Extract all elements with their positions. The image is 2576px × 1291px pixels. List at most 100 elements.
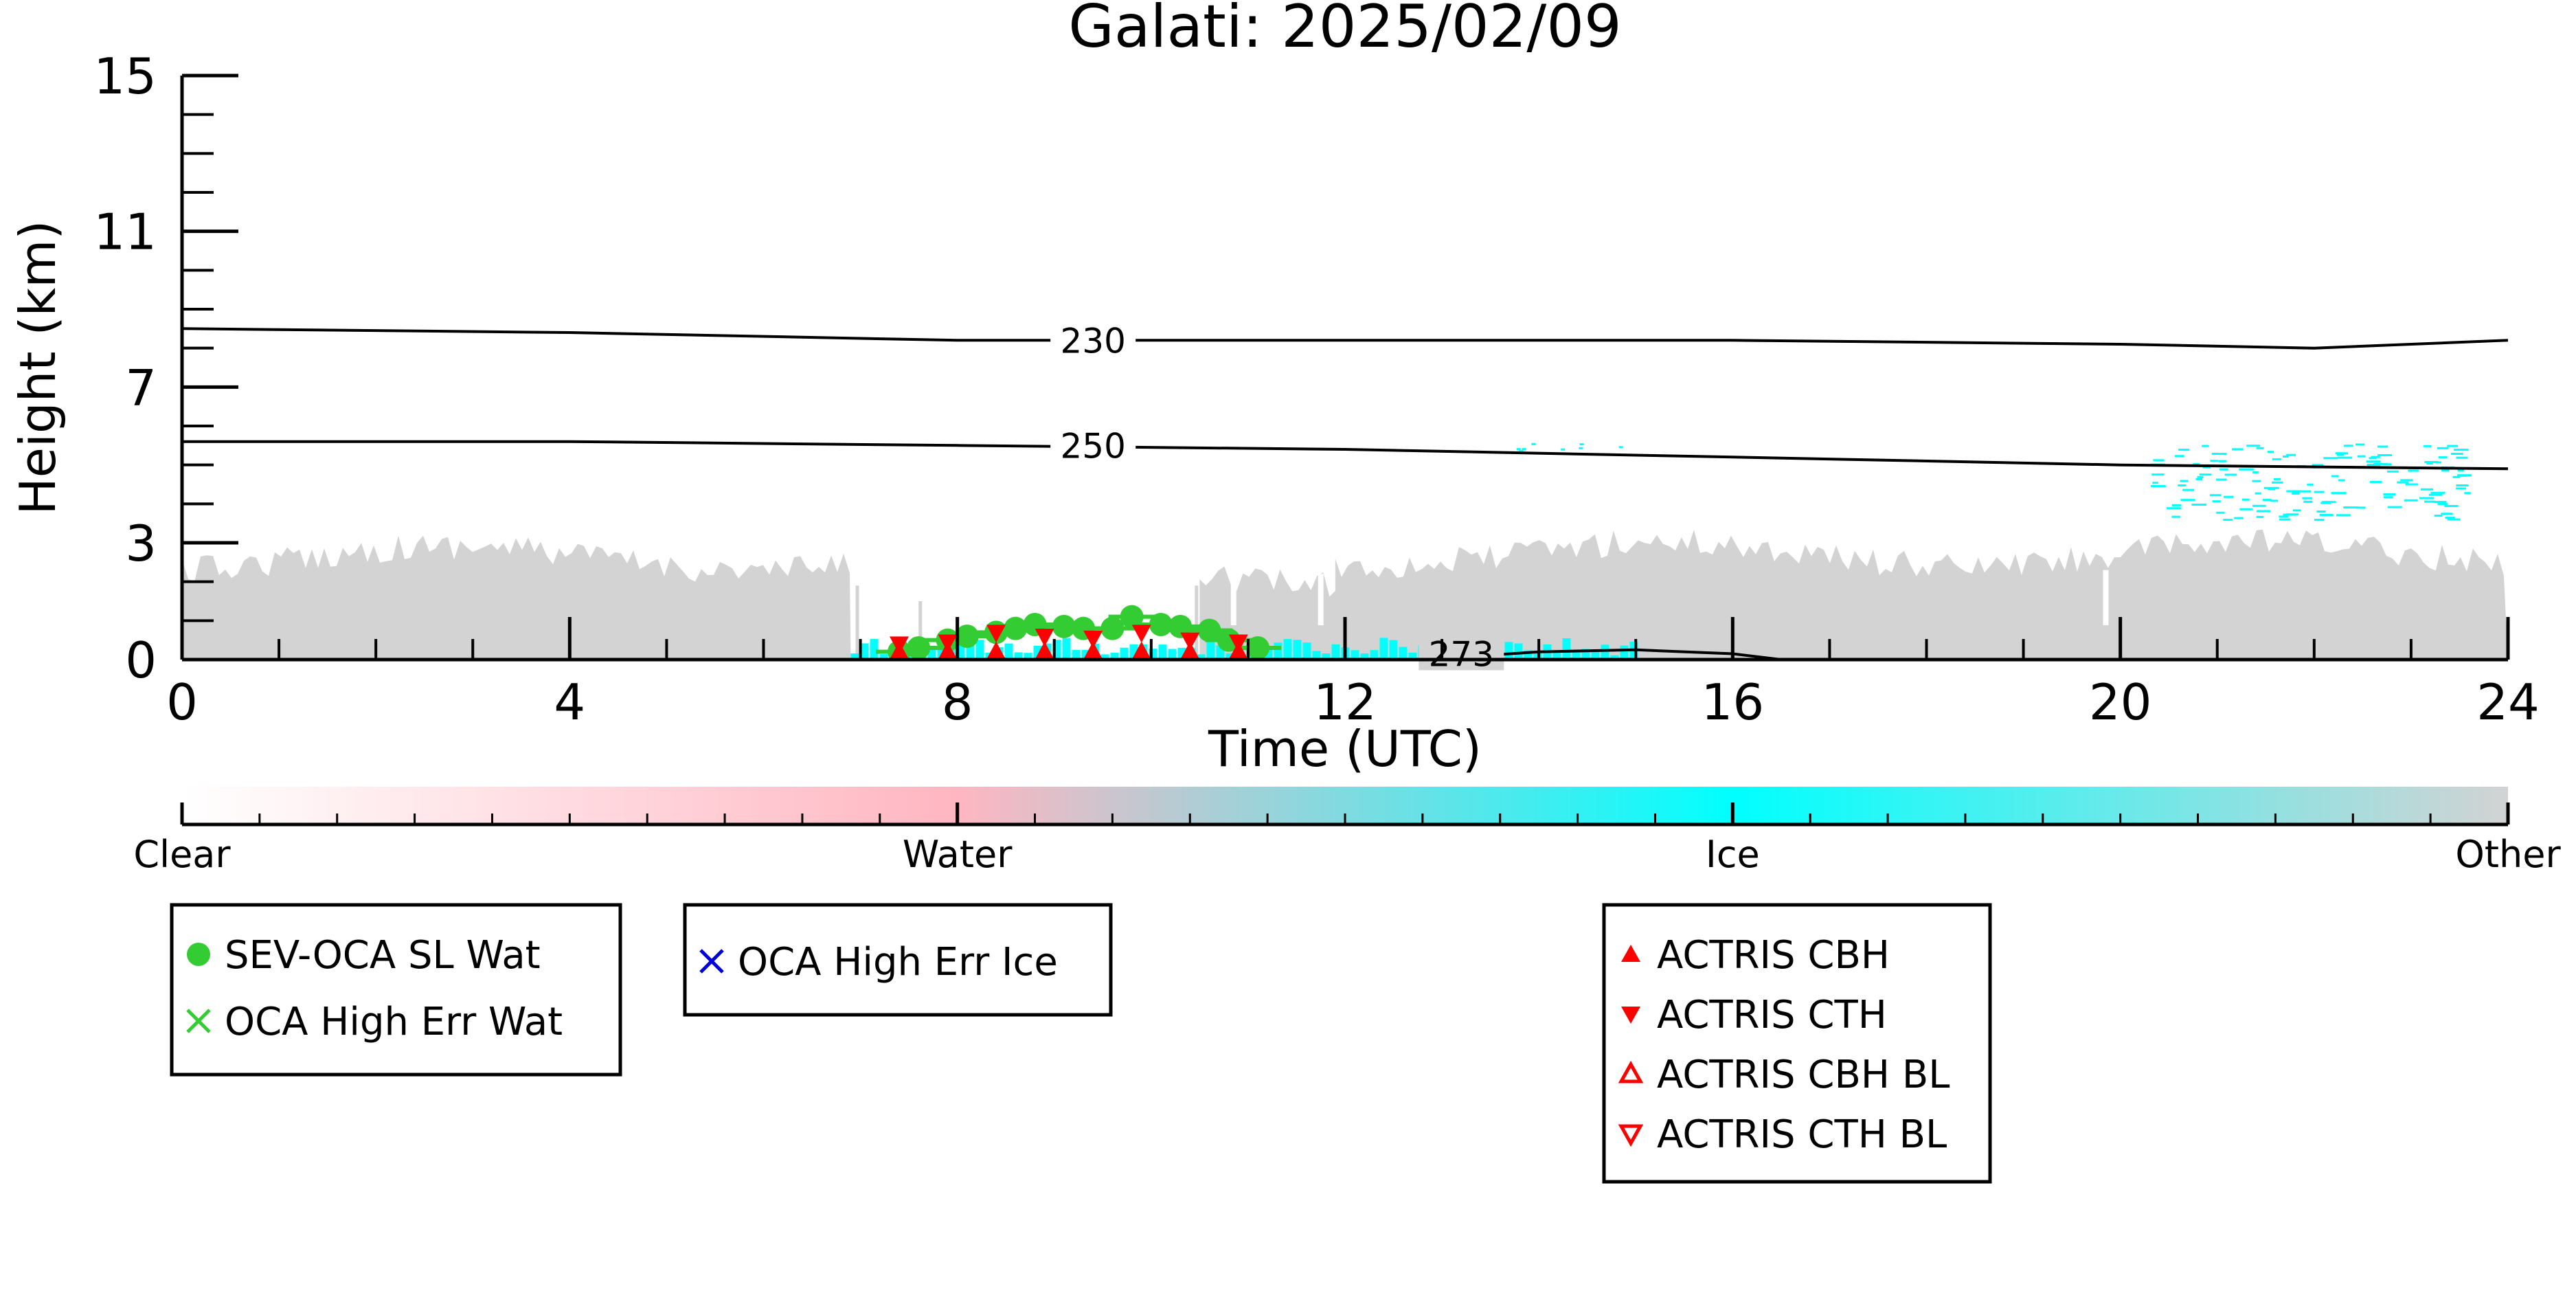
mask-ice-high-1 — [2178, 449, 2189, 451]
y-tick-label: 0 — [125, 631, 157, 689]
colorbar-label-water: Water — [903, 833, 1013, 876]
mask-ice-high-1 — [2424, 445, 2432, 447]
mask-ice-high-1 — [2232, 448, 2244, 451]
point-actris-cth-7 — [1228, 634, 1248, 653]
mask-ice-high-1 — [2383, 493, 2395, 495]
mask-ice-high-1 — [2283, 456, 2289, 458]
mask-ice-high-1 — [2255, 492, 2261, 495]
mask-ice-high-1 — [2464, 492, 2471, 495]
axis-ticks: 0 4 8 12 16 20 24 0 3 7 11 15 — [93, 47, 2539, 731]
mask-ice-high-1 — [2307, 483, 2313, 486]
mask-ice-high-1 — [2338, 479, 2345, 482]
mask-ice-high-1 — [2202, 445, 2208, 447]
mask-ice-low-0 — [1062, 638, 1071, 660]
mask-ice-high-1 — [2302, 497, 2312, 499]
mask-ice-high-1 — [2357, 455, 2366, 458]
mask-ice-low-0 — [1370, 650, 1379, 660]
mask-ice-high-1 — [2256, 447, 2264, 449]
mask-ice-high-1 — [2421, 488, 2433, 491]
legend-label-oca-high-err-ice: OCA High Err Ice — [738, 940, 1058, 985]
mask-ice-speck — [1519, 449, 1524, 452]
colorbar: Clear Water Ice Other — [133, 787, 2561, 876]
mask-ice-high-1 — [2262, 499, 2272, 502]
mask-ice-low-0 — [1004, 643, 1013, 660]
mask-region-other-2 — [1335, 529, 2508, 660]
mask-ice-high-1 — [2246, 445, 2261, 447]
mask-ice-high-1 — [2457, 469, 2464, 472]
mask-ice-high-1 — [2286, 490, 2301, 493]
mask-ice-high-1 — [2303, 500, 2313, 503]
mask-ice-low-0 — [1351, 650, 1359, 660]
mask-ice-high-1 — [2270, 499, 2279, 502]
mask-ice-low-0 — [1225, 653, 1234, 660]
mask-ice-high-1 — [2286, 453, 2296, 456]
mask-ice-high-1 — [2239, 508, 2252, 510]
mask-ice-high-1 — [2211, 453, 2227, 456]
mask-ice-high-1 — [2369, 457, 2377, 460]
mask-ice-high-1 — [2344, 445, 2353, 447]
mask-ice-high-1 — [2273, 478, 2281, 480]
mask-ice-high-1 — [2377, 454, 2392, 456]
mask-ice-low-0 — [1120, 647, 1129, 660]
mask-ice-high-1 — [2283, 513, 2296, 516]
mask-ice-high-1 — [2193, 463, 2200, 466]
mask-ice-high-1 — [2257, 510, 2270, 513]
mask-ice-low-0 — [1610, 655, 1619, 660]
colorbar-label-ice: Ice — [1706, 833, 1760, 876]
mask-ice-high-1 — [2172, 504, 2181, 506]
mask-ice-high-1 — [2434, 501, 2446, 504]
legend-marker-actris-cth-bl — [1618, 1124, 1644, 1147]
mask-ice-low-0 — [1399, 647, 1408, 660]
mask-ice-high-1 — [2386, 470, 2399, 473]
colorbar-label-clear: Clear — [133, 833, 231, 876]
mask-ice-speck — [1579, 447, 1583, 449]
mask-ice-low-0 — [1552, 651, 1561, 660]
mask-ice-high-1 — [2335, 452, 2348, 455]
mask-ice-high-1 — [2151, 473, 2165, 476]
mask-ice-low-0 — [1274, 642, 1283, 660]
point-actris-cth-3 — [1035, 629, 1054, 647]
mask-ice-high-1 — [2387, 506, 2402, 508]
mask-ice-high-1 — [2224, 473, 2237, 476]
point-sev-oca-13 — [1197, 618, 1221, 642]
point-actris-cth-2 — [986, 625, 1006, 643]
point-actris-cth-4 — [1083, 630, 1103, 649]
mask-ice-high-1 — [2197, 475, 2204, 478]
isotherm-label-bg-250 — [1050, 425, 1136, 462]
mask-column-0 — [855, 585, 859, 660]
mask-ice-high-1 — [2314, 519, 2325, 521]
mask-ice-speck — [1516, 448, 1521, 451]
legend-label-actris-cth-bl: ACTRIS CTH BL — [1657, 1112, 1947, 1157]
isotherm-label-bg-230 — [1050, 319, 1136, 357]
point-sev-oca-15 — [1246, 636, 1270, 660]
mask-ice-high-1 — [2383, 496, 2393, 499]
legend-label-actris-cth: ACTRIS CTH — [1657, 993, 1887, 1037]
mask-ice-high-1 — [2400, 479, 2413, 482]
mask-ice-high-1 — [2263, 486, 2279, 489]
mask-ice-high-1 — [2292, 509, 2301, 512]
point-sev-oca-9 — [1100, 616, 1125, 640]
mask-ice-high-1 — [2223, 519, 2233, 521]
mask-ice-high-1 — [2153, 459, 2165, 462]
mask-column-1 — [918, 601, 923, 660]
legend-marker-oca-high-err-ice — [699, 949, 724, 974]
mask-ice-high-1 — [2191, 504, 2206, 506]
mask-ice-high-1 — [2428, 493, 2442, 496]
x-tick-label: 12 — [1313, 673, 1377, 731]
legend-label-oca-high-err-wat: OCA High Err Wat — [225, 1000, 563, 1044]
point-actris-cth-6 — [1180, 632, 1200, 651]
mask-ice-high-1 — [2456, 456, 2468, 459]
mask-ice-high-1 — [2150, 485, 2166, 487]
mask-ice-high-1 — [2366, 460, 2381, 463]
mask-ice-high-1 — [2267, 451, 2274, 453]
mask-ice-high-1 — [2218, 460, 2226, 462]
mask-ice-high-1 — [2377, 445, 2388, 448]
mask-ice-high-1 — [2460, 474, 2467, 477]
marker-layer — [876, 605, 1282, 660]
mask-ice-low-0 — [1514, 643, 1523, 660]
mask-ice-low-0 — [975, 640, 984, 660]
mask-ice-high-1 — [2439, 456, 2448, 459]
mask-gap-1 — [1318, 574, 1324, 625]
mask-ice-high-1 — [2166, 507, 2181, 510]
